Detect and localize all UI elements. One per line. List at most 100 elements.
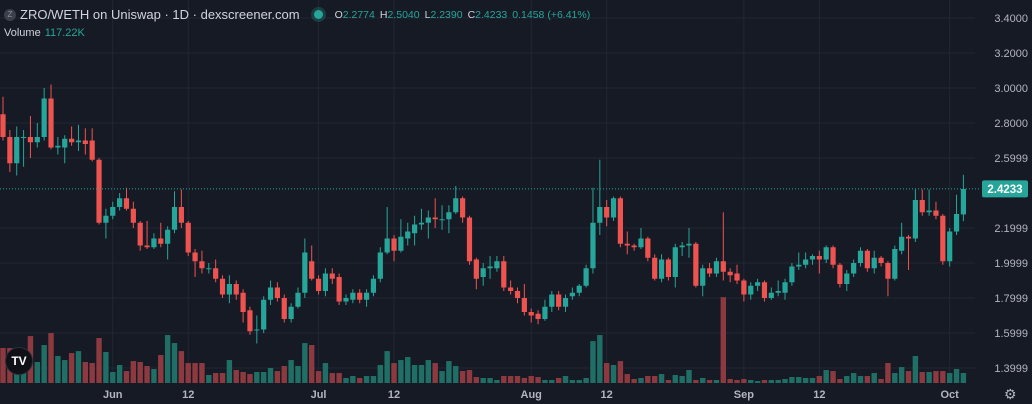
volume-bar [734,380,740,383]
candle-body [761,282,768,298]
volume-bar [857,376,864,383]
volume-bar [116,364,123,383]
volume-bar [144,366,150,383]
volume-bar [446,361,452,383]
volume-bar [171,343,178,383]
candle-body [288,306,294,319]
volume-bar [398,360,404,383]
volume-bar [459,371,466,383]
volume-bar [892,373,898,383]
candle-body [569,292,575,297]
volume-bar [597,335,603,383]
volume-label: Volume [4,27,41,39]
price-tick-label: 2.8000 [994,118,1028,130]
candle-body [103,215,109,223]
candle-body [439,219,445,221]
candle-body [27,137,34,143]
time-axis[interactable]: Jun 12 Jul 12 Aug 12 Sep 12 Oct [103,389,959,401]
candle-body [755,282,761,286]
volume-bar [514,376,521,383]
candle-body [864,250,870,269]
volume-bar [425,360,432,383]
candle-body [418,222,425,225]
chart-legend: Z ZRO/WETH on Uniswap · 1D · dexscreener… [4,7,590,22]
price-tick-label: 3.4000 [994,13,1028,25]
volume-bar [123,371,130,383]
price-tick-label: 1.3999 [994,363,1028,375]
candle-body [953,214,960,232]
volume-bar [0,348,6,383]
candle-body [89,140,95,160]
candle-body [734,273,740,281]
tradingview-logo[interactable]: TV [5,347,33,375]
candle-body [219,278,226,295]
price-tick-label: 2.1999 [994,223,1028,235]
volume-bar [405,357,411,383]
gear-icon[interactable]: ⚙ [1004,386,1017,402]
candle-body [48,98,54,148]
candle-body [947,231,953,262]
candle-body [199,261,205,269]
volume-bar [562,376,569,383]
volume-bar [672,374,678,383]
candle-body [295,292,301,307]
candle-body [377,252,383,279]
volume-bar [665,380,672,383]
candle-body [425,217,431,223]
candle-body [41,98,47,137]
candle-body [357,292,363,300]
volume-value: 117.22K [44,27,85,39]
volume-bar [411,364,418,383]
candle-body [597,207,603,223]
time-tick-label: Jun [103,389,123,401]
volume-bar [535,377,541,383]
volume-bar [110,371,116,383]
volume-bar [631,378,637,383]
volume-bar [885,363,891,383]
candle-body [796,264,802,267]
volume-bar [905,371,912,383]
candle-body [391,238,397,251]
candle-body [7,137,13,164]
volume-bar [315,371,322,383]
volume-bar [844,376,850,383]
volume-bar [830,371,836,383]
volume-bar [569,380,576,383]
candle-body [123,198,130,209]
ohlc-values: O2.2774 H2.5040 L2.2390 C2.4233 0.1458 (… [335,9,591,21]
volume-bar [521,377,528,383]
volume-bar [713,380,720,383]
volume-bar [960,372,967,383]
candle-body [267,287,274,300]
candle-body [96,159,102,223]
candle-body [110,207,116,216]
close-label: C [467,8,476,21]
candle-body [322,273,329,291]
candle-body [562,298,569,307]
candle-body [261,299,267,330]
candle-body [144,245,150,248]
volume-bar [212,373,219,383]
volume-bar [555,377,562,383]
candle-body [20,137,27,138]
candle-body [508,287,514,291]
volume-bar [34,362,40,383]
volume-bar [754,381,761,383]
volume-bar [247,374,253,383]
candle-body [302,252,308,293]
candle-body [768,292,774,298]
candle-body [700,268,706,286]
candle-body [501,261,507,288]
candle-body [679,245,685,248]
chart-title[interactable]: ZRO/WETH on Uniswap · 1D · dexscreener.c… [20,7,300,22]
candle-body [178,207,184,223]
volume-bar [357,377,363,383]
price-axis[interactable]: 3.4000 3.2000 3.0000 2.8000 2.5999 2.1999 1.99… [994,13,1028,375]
candle-body [213,268,219,279]
volume-bar [82,362,89,383]
volume-bar [96,338,102,383]
candle-body [590,222,596,269]
candle-body [158,238,164,244]
volume-bar [898,367,905,383]
